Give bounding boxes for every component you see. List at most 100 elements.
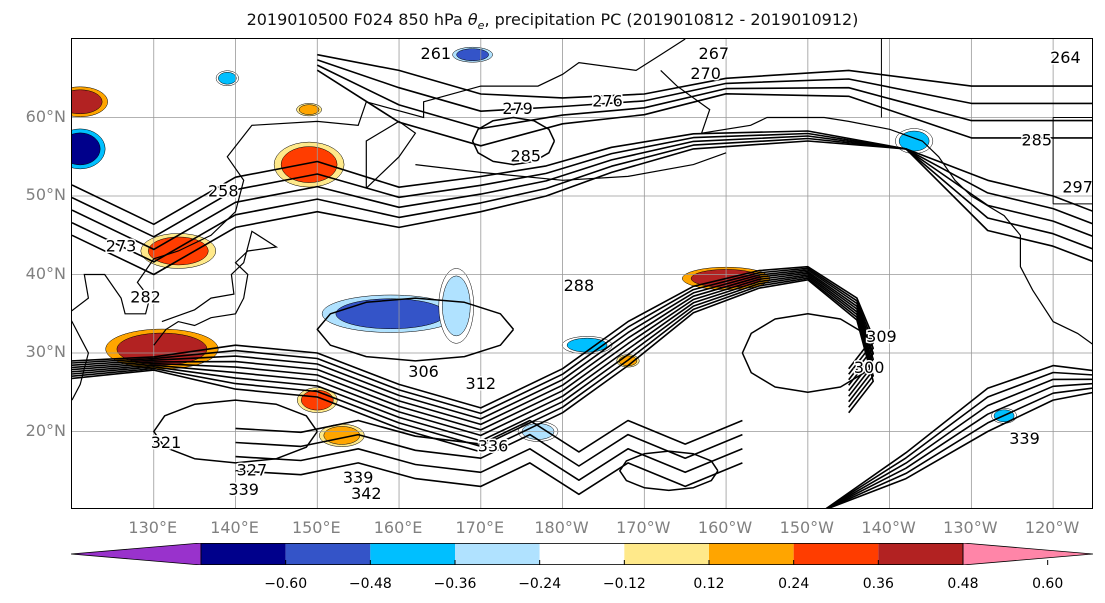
theta-e-contour <box>826 382 1092 508</box>
contour-label: 270 <box>690 64 721 83</box>
colorbar-tick-label: 0.24 <box>778 576 810 592</box>
precip-region <box>335 298 447 329</box>
precip-region <box>280 146 338 183</box>
contour-label: 339 <box>343 468 374 487</box>
contour-label: 342 <box>351 484 382 503</box>
theta-e-contour <box>72 135 1092 251</box>
colorbar-extend-low <box>71 543 202 565</box>
longitude-label: 170°W <box>616 518 671 537</box>
colorbar-segment <box>624 543 709 565</box>
contour-label: 285 <box>510 146 541 165</box>
precip-region <box>218 72 237 85</box>
contour-label: 288 <box>564 276 595 295</box>
map-panel: 261 267 264 270 276 279 285 285 297 258 273 282 288 3… <box>71 38 1093 509</box>
longitude-label: 150°W <box>779 518 834 537</box>
colorbar-segment <box>455 543 540 565</box>
longitude-label: 160°E <box>373 518 423 537</box>
longitude-label: 180°W <box>534 518 589 537</box>
colorbar-segment <box>201 543 286 565</box>
longitude-label: 160°W <box>697 518 753 537</box>
contour-label: 336 <box>478 437 509 456</box>
latitude-label: 50°N <box>25 185 66 204</box>
theta-e-contour <box>741 313 874 394</box>
precip-region <box>442 275 471 337</box>
colorbar-tick-label: −0.60 <box>264 576 308 592</box>
theta-e-contour <box>72 277 874 448</box>
theta-e-contour <box>619 450 719 492</box>
contour-label: 285 <box>1021 131 1052 150</box>
theta-e-contour <box>72 279 874 453</box>
colorbar-tick-label: −0.48 <box>348 576 392 592</box>
contour-label: 300 <box>854 358 885 377</box>
graticule-layer <box>72 39 1092 508</box>
colorbar-tick-label: 0.12 <box>693 576 725 592</box>
precip-region <box>898 130 930 152</box>
colorbar-segment <box>370 543 455 565</box>
theta-e-contour <box>827 391 1092 508</box>
precip-region <box>72 132 101 166</box>
colorbar-segment <box>878 543 963 565</box>
contour-label: 276 <box>592 91 623 110</box>
colorbar-segment <box>285 543 371 565</box>
contour-label: 306 <box>408 362 439 381</box>
contour-label: 282 <box>130 288 161 307</box>
map-canvas: 261 267 264 270 276 279 285 285 297 258 273 282 288 3… <box>72 39 1093 508</box>
contour-label: 309 <box>866 327 897 346</box>
colorbar-tick-label: 0.36 <box>862 576 894 592</box>
precip-region <box>72 89 103 115</box>
theta-e-contour <box>235 462 743 496</box>
latitude-label: 60°N <box>25 106 66 126</box>
title-suffix: , precipitation PC (2019010812 - 2019010… <box>484 10 859 29</box>
colorbar-extend-high <box>962 543 1093 565</box>
coastline <box>660 69 711 134</box>
contour-label: 279 <box>502 99 533 118</box>
coastline <box>701 116 1092 345</box>
longitude-label: 140°E <box>210 518 259 537</box>
title-prefix: 2019010500 F024 850 hPa <box>246 10 468 29</box>
colorbar <box>71 543 1093 565</box>
latitude-label: 30°N <box>25 342 66 361</box>
theta-e-contour <box>317 59 1092 112</box>
theta-e-contour <box>72 137 1092 263</box>
theta-e-contour <box>316 69 1092 147</box>
latitude-label: 40°N <box>25 263 66 283</box>
title-symbol: θ <box>467 10 478 29</box>
contour-label: 297 <box>1062 178 1093 197</box>
contour-label: 339 <box>228 480 259 499</box>
coastline <box>72 39 686 401</box>
theta-e-contour <box>72 272 874 431</box>
colorbar-tick-label: −0.24 <box>518 576 562 592</box>
theta-e-contour <box>72 265 874 409</box>
colorbar-segment <box>709 543 794 565</box>
coastline <box>365 120 417 189</box>
colorbar-segment <box>539 543 625 565</box>
theta-e-contour <box>825 364 1092 508</box>
colorbar-outline <box>200 543 964 565</box>
contour-label: 339 <box>1009 429 1040 448</box>
contour-label: 267 <box>699 44 730 63</box>
theta-e-contour <box>235 433 743 467</box>
theta-e-contour <box>235 448 743 481</box>
colorbar-tick-label: −0.36 <box>433 576 477 592</box>
contour-label: 261 <box>421 44 452 63</box>
theta-e-contour <box>72 130 1092 262</box>
theta-e-contour <box>825 371 1092 508</box>
colorbar-tick-label: 0.48 <box>947 576 979 592</box>
theta-e-contour <box>72 132 1092 250</box>
coastline <box>153 230 279 346</box>
theta-e-contour <box>826 378 1092 508</box>
theta-e-contour <box>471 116 556 166</box>
contour-label-layer: 261 267 264 270 276 279 285 285 297 258 273 282 288 3… <box>104 43 1093 505</box>
theta-e-contour <box>235 419 743 453</box>
theta-e-contour <box>72 267 874 415</box>
theta-e-contour <box>72 140 1092 276</box>
contour-layer <box>72 53 1092 508</box>
theta-e-contour <box>72 275 874 442</box>
colorbar-tick-label: −0.12 <box>602 576 646 592</box>
contour-label: 264 <box>1050 48 1081 67</box>
page-title: 2019010500 F024 850 hPa θe, precipitatio… <box>0 10 1105 32</box>
contour-label: 273 <box>106 237 137 256</box>
longitude-label: 150°E <box>291 518 341 537</box>
precip-region <box>456 48 489 61</box>
longitude-label: 170°E <box>455 518 505 537</box>
